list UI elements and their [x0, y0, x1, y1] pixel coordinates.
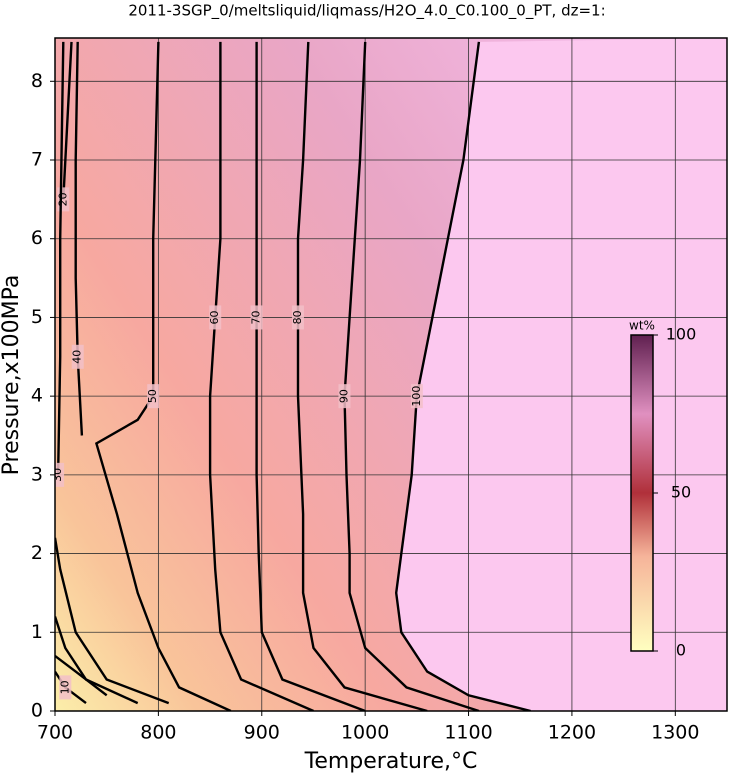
chart-title: 2011-3SGP_0/meltsliquid/liqmass/H2O_4.0_…: [128, 2, 605, 21]
y-tick-label: 1: [31, 621, 43, 643]
contour-line: [55, 41, 170, 705]
contour-label-bg: [55, 462, 65, 487]
contour-line: [343, 41, 480, 711]
contour-label: 100: [410, 386, 423, 407]
contour-label-bg: [57, 187, 70, 212]
contour-label-bg: [59, 675, 72, 700]
x-axis-label: Temperature,°C: [304, 749, 478, 774]
colorbar-tick-label: 0: [676, 641, 686, 660]
contour-line: [208, 41, 314, 711]
contour-label-bg: [291, 305, 304, 330]
contour-label-bg: [209, 305, 222, 330]
y-tick-label: 8: [31, 70, 43, 92]
x-tick-label: 1300: [651, 722, 699, 744]
contour-line: [55, 41, 139, 705]
y-axis-label: Pressure,x100MPa: [0, 275, 24, 476]
y-tick-label: 4: [31, 385, 43, 407]
y-tick-label: 5: [31, 306, 43, 328]
contour-label: 10: [58, 680, 71, 694]
contour-label: 80: [291, 310, 304, 324]
y-tick-label: 3: [31, 463, 43, 485]
x-tick-label: 1100: [444, 722, 492, 744]
contour-line: [394, 41, 531, 711]
x-tick-label: 800: [140, 722, 176, 744]
contour-label: 50: [146, 389, 159, 403]
contour-label: 90: [337, 389, 350, 403]
contour-label: 20: [56, 192, 69, 206]
contour-label-bg: [250, 305, 263, 330]
contour-label: 30: [51, 468, 64, 482]
x-tick-label: 1200: [548, 722, 596, 744]
contour-label: 40: [71, 350, 84, 364]
contour-label-bg: [410, 384, 423, 409]
plot-frame: [54, 37, 728, 712]
contour-label: 70: [250, 310, 263, 324]
y-tick-label: 0: [31, 700, 43, 722]
colorbar-tick-label: 50: [671, 483, 691, 502]
colorbar-label: wt%: [629, 319, 655, 333]
contour-line: [94, 41, 232, 711]
contour-line: [255, 41, 366, 711]
contour-line: [296, 41, 428, 711]
contour-label-bg: [71, 344, 84, 369]
colorbar: [630, 334, 654, 652]
y-tick-label: 7: [31, 149, 43, 171]
contour-line: [55, 41, 108, 697]
colorbar-tick-label: 100: [666, 325, 697, 344]
contour-label: 60: [208, 310, 221, 324]
x-tick-label: 700: [37, 722, 73, 744]
x-tick-label: 900: [244, 722, 280, 744]
contour-label-bg: [147, 384, 160, 409]
x-tick-label: 1000: [341, 722, 389, 744]
y-tick-label: 2: [31, 542, 43, 564]
y-tick-label: 6: [31, 227, 43, 249]
contour-label-bg: [338, 384, 351, 409]
